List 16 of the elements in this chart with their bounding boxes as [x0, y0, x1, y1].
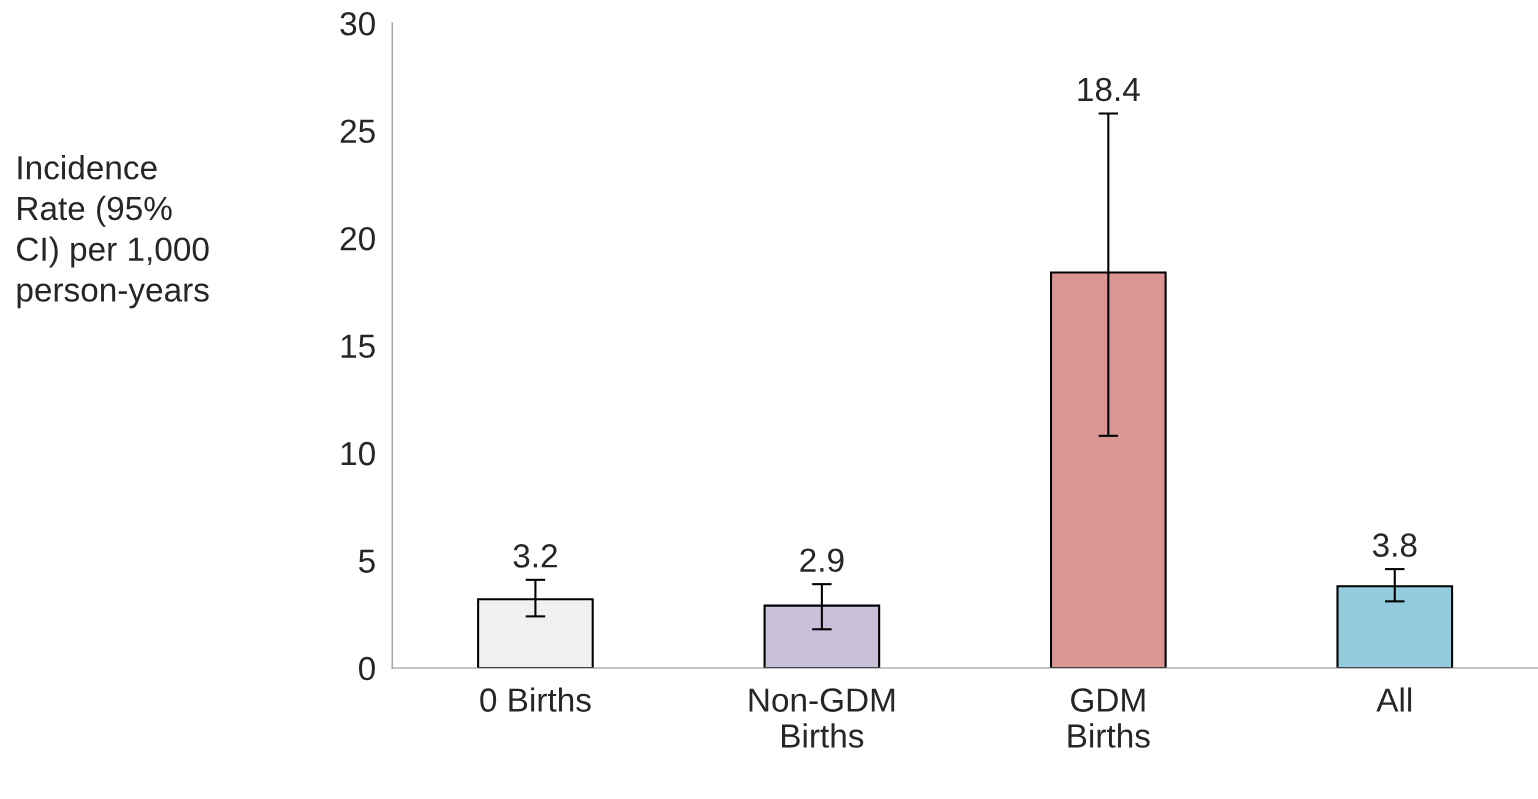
x-tick-label: Non-GDM Births — [749, 688, 895, 748]
y-tick-label: 0 — [358, 656, 375, 681]
y-tick-label: 15 — [341, 334, 375, 358]
x-tick-label: All — [1376, 687, 1412, 712]
y-tick-label: 20 — [340, 226, 375, 251]
y-tick-label: 10 — [341, 441, 375, 466]
x-tick-label: 0 Births — [480, 687, 591, 712]
y-tick-label: 5 — [359, 549, 375, 573]
y-axis-title: Incidence Rate (95% CI) per 1,000 person-years — [17, 155, 209, 309]
data-label: 2.9 — [800, 548, 844, 572]
data-label: 3.2 — [513, 544, 557, 568]
data-label: 3.8 — [1372, 533, 1417, 557]
y-tick-label: 30 — [340, 11, 375, 36]
y-tick-label: 25 — [340, 119, 375, 144]
x-tick-label: GDM Births — [1068, 688, 1150, 748]
annotation: 18.4 — [1078, 77, 1140, 102]
